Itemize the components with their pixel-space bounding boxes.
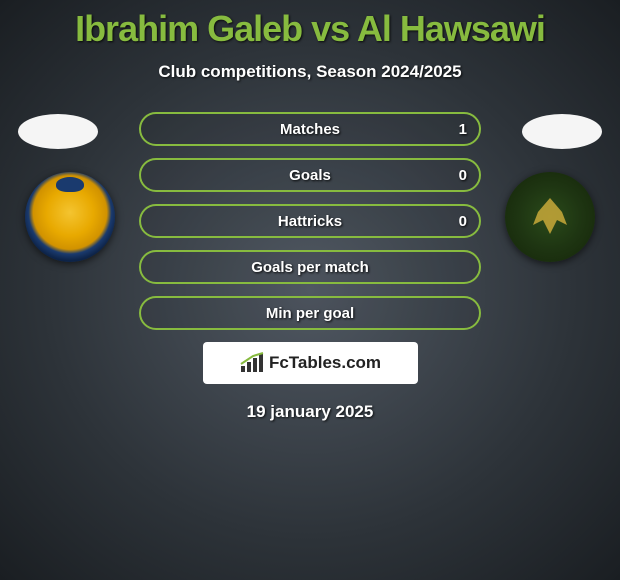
date-label: 19 january 2025 [0, 402, 620, 422]
stat-right-value: 0 [459, 213, 467, 230]
stat-row-min-per-goal: Min per goal [139, 296, 481, 330]
club-badge-right [505, 172, 595, 262]
player-photo-right [522, 114, 602, 149]
page-title: Ibrahim Galeb vs Al Hawsawi [0, 0, 620, 50]
player-photo-left [18, 114, 98, 149]
stat-row-goals: Goals 0 [139, 158, 481, 192]
club-badge-left [25, 172, 115, 262]
stat-label: Hattricks [278, 213, 342, 230]
stat-row-goals-per-match: Goals per match [139, 250, 481, 284]
stat-label: Matches [280, 121, 340, 138]
stat-row-hattricks: Hattricks 0 [139, 204, 481, 238]
stat-label: Goals per match [251, 259, 369, 276]
subtitle: Club competitions, Season 2024/2025 [0, 62, 620, 82]
stat-label: Min per goal [266, 305, 354, 322]
stat-label: Goals [289, 167, 331, 184]
stats-list: Matches 1 Goals 0 Hattricks 0 Goals per … [139, 112, 481, 330]
stat-row-matches: Matches 1 [139, 112, 481, 146]
stat-right-value: 0 [459, 167, 467, 184]
comparison-content: Matches 1 Goals 0 Hattricks 0 Goals per … [0, 112, 620, 422]
branding-text: FcTables.com [269, 353, 381, 373]
chart-icon [239, 352, 265, 374]
eagle-icon [523, 190, 577, 244]
branding-badge: FcTables.com [203, 342, 418, 384]
stat-right-value: 1 [459, 121, 467, 138]
